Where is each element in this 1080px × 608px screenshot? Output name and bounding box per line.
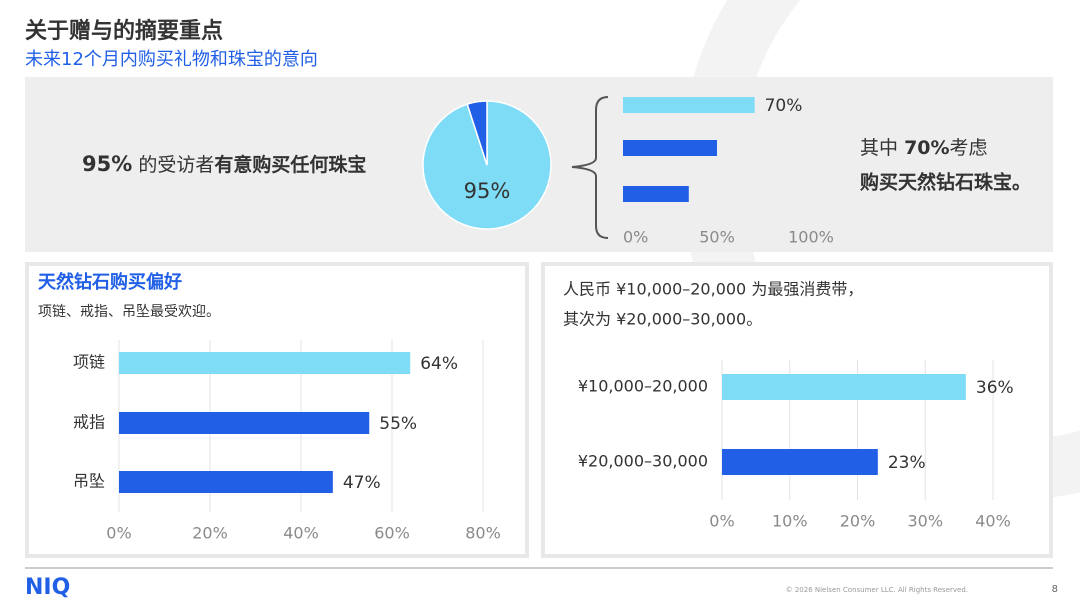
panel-left — [25, 262, 529, 558]
x-tick-label: 20% — [192, 524, 228, 543]
x-tick-label: 60% — [374, 524, 410, 543]
value-label: 55% — [379, 414, 417, 434]
pie-slice — [422, 100, 552, 230]
value-label: 23% — [888, 453, 926, 473]
value-label: 64% — [420, 354, 458, 374]
callout-part: 95% — [82, 152, 132, 176]
x-tick-label: 10% — [772, 512, 808, 531]
bar — [623, 140, 717, 156]
x-tick-label: 0% — [709, 512, 734, 531]
x-tick-label: 50% — [699, 228, 735, 247]
pie-slice — [466, 100, 488, 166]
x-tick-label: 80% — [465, 524, 501, 543]
bar — [119, 412, 370, 434]
callout-part: 70% — [904, 137, 949, 159]
logo: NIQ — [25, 575, 70, 600]
chart-subtitle: 项链、戒指、吊坠最受欢迎。 — [38, 304, 220, 320]
x-tick-label: 0% — [623, 228, 648, 247]
category-label: 戒指 — [73, 413, 105, 432]
value-label: 70% — [765, 96, 803, 116]
chart-subtitle: 其次为 ¥20,000–30,000。 — [563, 310, 762, 329]
chart-subtitle: 人民币 ¥10,000–20,000 为最强消费带， — [563, 280, 863, 299]
x-tick-label: 0% — [106, 524, 131, 543]
value-label: 36% — [976, 378, 1014, 398]
panel-right — [541, 262, 1053, 558]
chart-title: 天然钻石购买偏好 — [38, 271, 182, 293]
x-tick-label: 30% — [907, 512, 943, 531]
bar — [623, 186, 689, 202]
value-label: 47% — [343, 473, 381, 493]
page-number: 8 — [1052, 584, 1058, 595]
bar — [623, 97, 755, 113]
slice-label: 95% — [464, 179, 511, 203]
slide-subtitle: 未来12个月内购买礼物和珠宝的意向 — [25, 49, 318, 70]
slide-title: 关于赠与的摘要重点 — [25, 18, 223, 44]
callout-right-line2: 购买天然钻石珠宝。 — [860, 171, 1031, 194]
callout-part: 的受访者 — [138, 154, 214, 176]
category-label: ¥10,000–20,000 — [578, 377, 708, 396]
category-label: 项链 — [73, 353, 105, 372]
bracket — [571, 96, 609, 239]
callout-part: 考虑 — [950, 137, 988, 159]
bar — [119, 352, 411, 374]
x-tick-label: 40% — [283, 524, 319, 543]
bar — [722, 449, 878, 475]
callout-right: 其中 70%考虑 — [860, 137, 988, 159]
callout-left: 95% 的受访者有意购买任何珠宝 — [82, 152, 366, 176]
bar — [119, 471, 333, 493]
callout-part: 其中 — [860, 137, 898, 159]
category-label: ¥20,000–30,000 — [578, 452, 708, 471]
x-tick-label: 100% — [788, 228, 834, 247]
callout-part: 有意购买任何珠宝 — [214, 153, 366, 176]
copyright: © 2026 Nielsen Consumer LLC. All Rights … — [786, 586, 968, 594]
category-label: 吊坠 — [73, 472, 105, 491]
x-tick-label: 20% — [840, 512, 876, 531]
x-tick-label: 40% — [975, 512, 1011, 531]
bar — [722, 374, 966, 400]
